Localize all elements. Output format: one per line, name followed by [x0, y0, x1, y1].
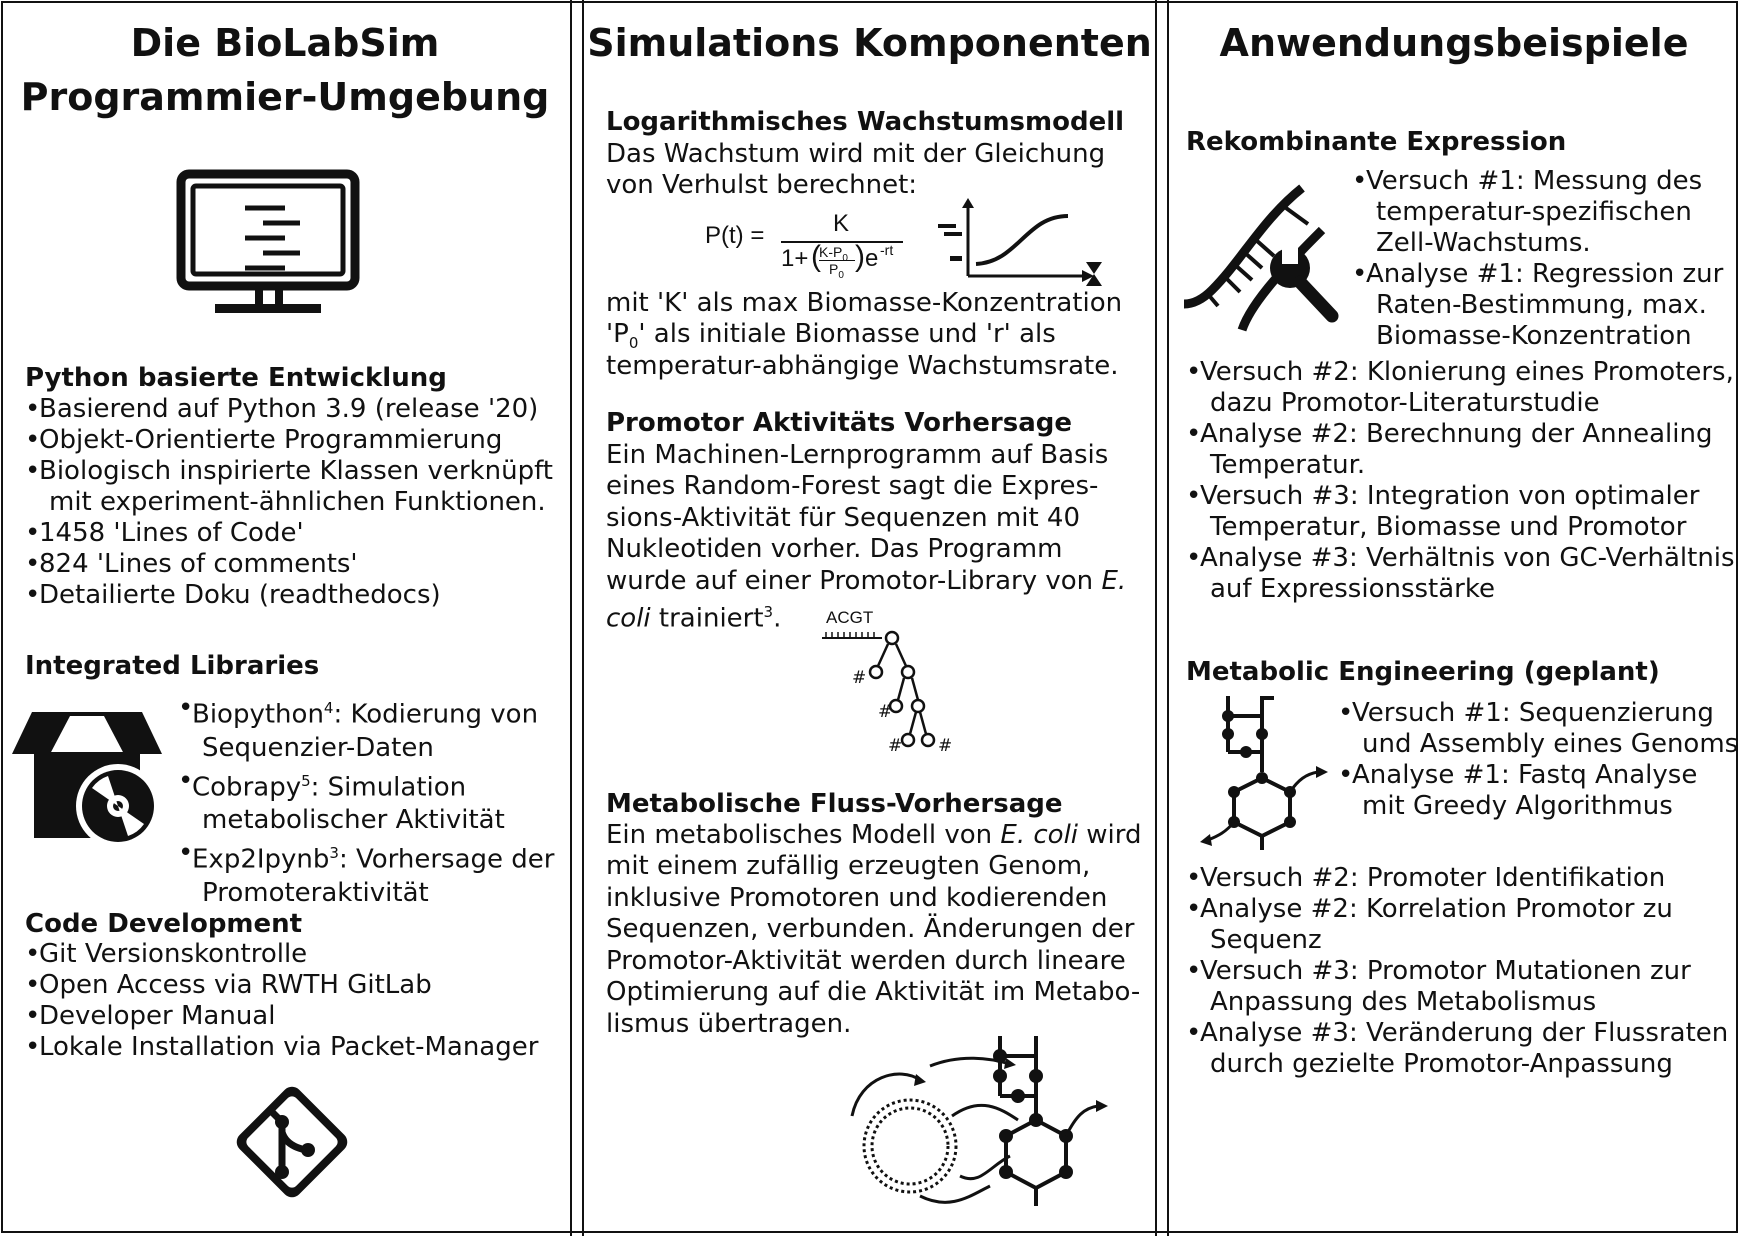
- flux-text-7: lismus übertragen.: [606, 1009, 852, 1039]
- list-item: • Versuch #3: Integration von optimaler Te…: [1186, 481, 1700, 542]
- heading-metabolic-engineering: Metabolic Engineering (geplant): [1186, 657, 1660, 687]
- list-python: • Basierend auf Python 3.9 (release '20) …: [25, 394, 553, 611]
- list-item: • Versuch #2: Klonierung eines Promoters,…: [1186, 357, 1734, 418]
- list-item: • Objekt-Orientierte Programmierung: [25, 425, 503, 455]
- list-recombinant-right: • Versuch #1: Messung des temperatur-spezi…: [1352, 166, 1723, 352]
- verhulst-formula: P(t) = K 1+ ( K-P0 P0 ) e -rt: [705, 210, 905, 281]
- list-item: • Versuch #1: Sequenzierung und Assembly e…: [1338, 698, 1739, 759]
- column-divider-1a: [570, 0, 572, 1236]
- list-item: • Git Versionskontrolle: [25, 939, 308, 969]
- list-metabolic-right: • Versuch #1: Sequenzierung und Assembly e…: [1338, 698, 1738, 822]
- list-item: • Detailierte Doku (readthedocs): [25, 580, 441, 610]
- flux-text-3: inklusive Promotoren und kodierenden: [606, 883, 1108, 913]
- heading-promoter: Promotor Aktivitäts Vorhersage: [606, 408, 1073, 438]
- title-line-1: Die BioLabSim: [130, 21, 440, 65]
- column-2-title: Simulations Komponenten: [587, 21, 1152, 65]
- growth-text-5: temperatur-abhängige Wachstumsrate.: [606, 351, 1119, 381]
- flux-text-1: Ein metabolisches Modell von E. coli wir…: [606, 820, 1142, 850]
- metabolic-network-icon: [850, 1036, 1108, 1206]
- promoter-text-3: sions-Aktivität für Sequenzen mit 40: [606, 503, 1080, 533]
- list-item: • Open Access via RWTH GitLab: [25, 970, 432, 1000]
- flux-text-6: Optimierung auf die Aktivität im Metabo-: [606, 977, 1141, 1007]
- flux-text-4: Sequenzen, verbunden. Änderungen der: [606, 914, 1135, 944]
- list-item: • Biologisch inspirierte Klassen verknüpf…: [25, 456, 553, 517]
- growth-text-2: von Verhulst berechnet:: [606, 170, 918, 200]
- flux-text-5: Promotor-Aktivität werden durch lineare: [606, 946, 1126, 976]
- column-divider-2b: [1167, 0, 1169, 1236]
- heading-libraries: Integrated Libraries: [25, 651, 320, 681]
- list-metabolic: • Versuch #2: Promoter Identifikation • An…: [1186, 863, 1728, 1080]
- heading-code-development: Code Development: [25, 909, 303, 939]
- growth-text-1: Das Wachstum wird mit der Gleichung: [606, 139, 1106, 169]
- column-divider-1b: [582, 0, 584, 1236]
- growth-curve-icon: [938, 198, 1102, 286]
- heading-growth-model: Logarithmisches Wachstumsmodell: [606, 107, 1125, 137]
- list-item: • Basierend auf Python 3.9 (release '20): [25, 394, 539, 424]
- list-item: • Analyse #1: Fastq Analyse mit Greedy Alg…: [1338, 760, 1698, 821]
- monitor-icon: [176, 169, 360, 313]
- heading-recombinant: Rekombinante Expression: [1186, 127, 1567, 157]
- growth-text-3: mit 'K' als max Biomasse-Konzentration: [606, 288, 1123, 318]
- dna-wrench-icon: [1183, 184, 1339, 332]
- list-item: • Analyse #2: Korrelation Promotor zu Sequ…: [1186, 894, 1673, 955]
- flux-text-2: mit einem zufällig erzeugten Genom,: [606, 851, 1091, 881]
- list-item: • Analyse #3: Veränderung der Flussraten d…: [1186, 1018, 1729, 1079]
- list-item: • Analyse #3: Verhältnis von GC-Verhältni…: [1186, 543, 1735, 604]
- growth-text-4: 'P0' als initiale Biomasse und 'r' als: [606, 319, 1056, 353]
- list-item: • Developer Manual: [25, 1001, 276, 1031]
- promoter-text-4: Nukleotiden vorher. Das Programm: [606, 534, 1063, 564]
- list-item: • Versuch #2: Promoter Identifikation: [1186, 863, 1666, 893]
- list-recombinant: • Versuch #2: Klonierung eines Promoters,…: [1186, 357, 1735, 605]
- column-3-title: Anwendungsbeispiele: [1219, 21, 1689, 65]
- list-item: • Versuch #3: Promotor Mutationen zur Anpa…: [1186, 956, 1691, 1017]
- list-item: • 824 'Lines of comments': [25, 549, 358, 579]
- list-item: • Analyse #1: Regression zur Raten-Bestimm…: [1352, 259, 1724, 351]
- title-line-2: Programmier-Umgebung: [20, 75, 550, 119]
- list-item: • 1458 'Lines of Code': [25, 518, 304, 548]
- column-divider-2a: [1155, 0, 1157, 1236]
- decision-tree-icon: ACGT # # # #: [822, 608, 953, 756]
- list-item: • Lokale Installation via Packet-Manager: [25, 1032, 539, 1062]
- list-item: • Versuch #1: Messung des temperatur-spezi…: [1352, 166, 1703, 258]
- list-item: • Exp2Ipynb3: Vorhersage der Promoteraktiv…: [178, 838, 555, 908]
- pathway-icon: [1200, 696, 1328, 850]
- heading-python: Python basierte Entwicklung: [25, 363, 447, 393]
- column-1-title: Die BioLabSim Programmier-Umgebung: [0, 16, 570, 124]
- promoter-text-1: Ein Machinen-Lernprogramm auf Basis: [606, 440, 1109, 470]
- promoter-text-6: coli trainiert3.: [606, 603, 782, 634]
- promoter-text-2: eines Random-Forest sagt die Expres-: [606, 471, 1099, 501]
- git-icon: [236, 1086, 348, 1198]
- package-disc-icon: [12, 712, 162, 848]
- list-code-development: • Git Versionskontrolle • Open Access via …: [25, 939, 538, 1063]
- list-item: • Biopython4: Kodierung von Sequenzier-Dat…: [178, 693, 539, 763]
- list-libraries: • Biopython4: Kodierung von Sequenzier-Dat…: [178, 692, 554, 910]
- list-item: • Cobrapy5: Simulation metabolischer Aktiv…: [178, 765, 505, 836]
- promoter-text-5: wurde auf einer Promotor-Library von E.: [606, 566, 1127, 596]
- heading-flux: Metabolische Fluss-Vorhersage: [606, 789, 1063, 819]
- list-item: • Analyse #2: Berechnung der Annealing Tem…: [1186, 419, 1713, 480]
